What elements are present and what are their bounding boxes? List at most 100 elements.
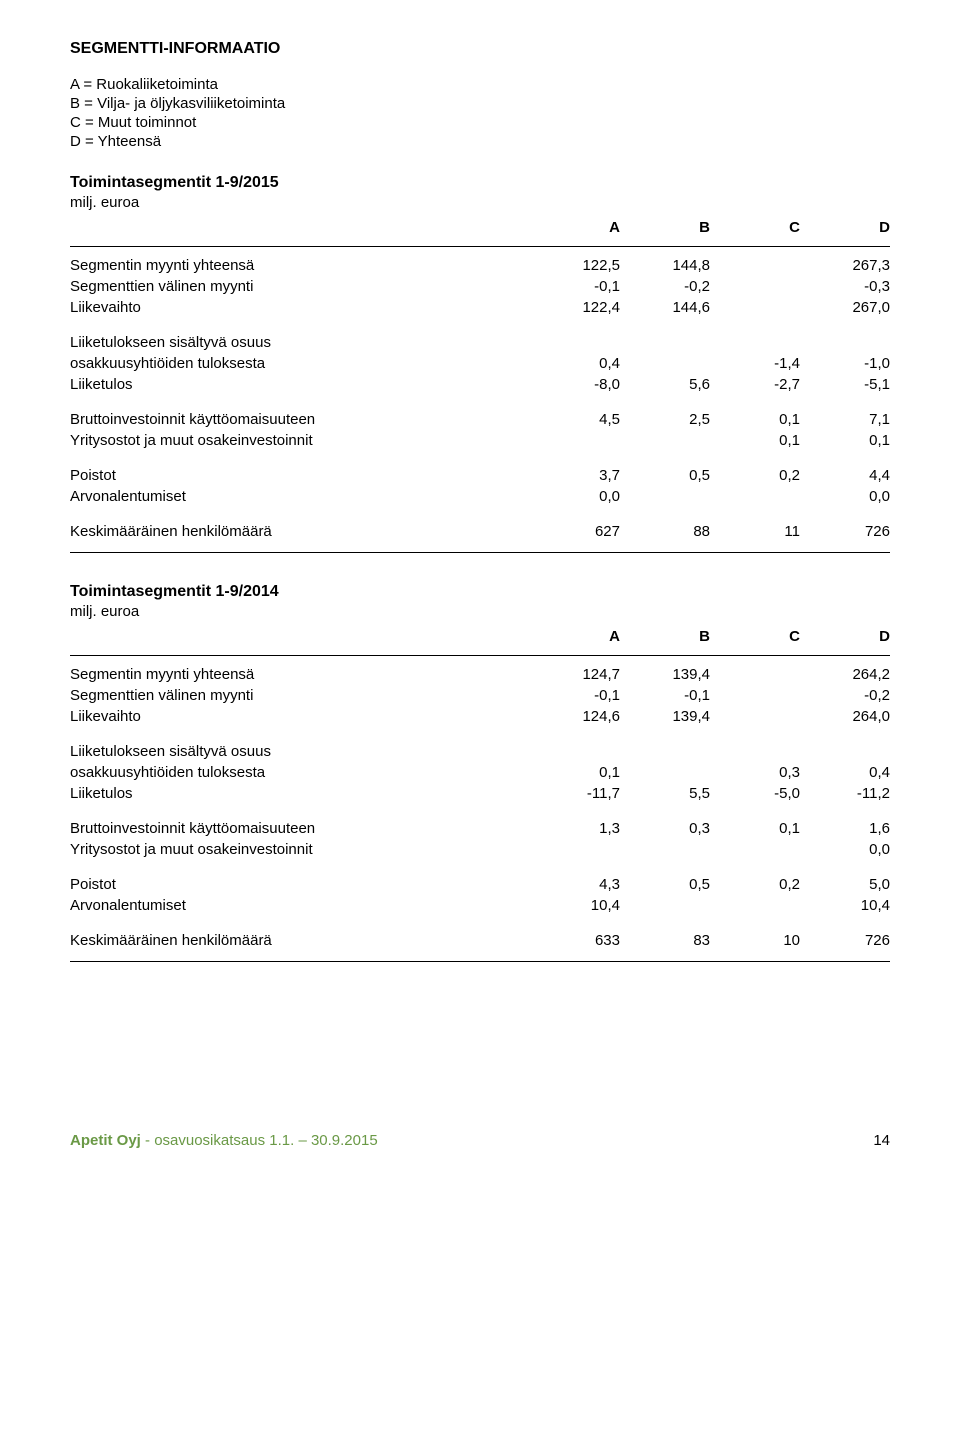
cell-label: Keskimääräinen henkilömäärä	[70, 521, 530, 542]
rule	[70, 961, 890, 962]
cell: 5,5	[620, 783, 710, 804]
cell: 11	[710, 521, 800, 542]
table-row: osakkuusyhtiöiden tuloksesta 0,4 -1,4 -1…	[70, 353, 890, 374]
cell	[530, 839, 620, 860]
cell: 144,6	[620, 297, 710, 318]
cell-label: Liikevaihto	[70, 297, 530, 318]
cell: 0,1	[710, 430, 800, 451]
cell-label: Poistot	[70, 874, 530, 895]
footer-subtitle: osavuosikatsaus 1.1. – 30.9.2015	[154, 1132, 378, 1149]
cell: 726	[800, 521, 890, 542]
cell: 0,5	[620, 465, 710, 486]
cell: -0,1	[620, 685, 710, 706]
legend: A = Ruokaliiketoiminta B = Vilja- ja ölj…	[70, 76, 890, 150]
cell: 4,3	[530, 874, 620, 895]
cell: 0,4	[530, 353, 620, 374]
table1-header-row: A B C D	[70, 217, 890, 238]
rule	[70, 552, 890, 553]
cell: 0,5	[620, 874, 710, 895]
table-row: Arvonalentumiset 0,0 0,0	[70, 486, 890, 507]
cell	[620, 762, 710, 783]
cell: 0,0	[800, 486, 890, 507]
table1-unit: milj. euroa	[70, 194, 890, 211]
col-d: D	[800, 626, 890, 647]
cell: 0,0	[800, 839, 890, 860]
cell: -0,1	[530, 685, 620, 706]
table-row: Bruttoinvestoinnit käyttöomaisuuteen 1,3…	[70, 818, 890, 839]
cell: -0,2	[620, 276, 710, 297]
cell	[710, 895, 800, 916]
rule	[70, 246, 890, 247]
table1-block: Toimintasegmentit 1-9/2015 milj. euroa A…	[70, 174, 890, 553]
cell: -1,0	[800, 353, 890, 374]
table2-unit: milj. euroa	[70, 603, 890, 620]
col-a: A	[530, 217, 620, 238]
cell: 264,0	[800, 706, 890, 727]
col-d: D	[800, 217, 890, 238]
table-row: Segmenttien välinen myynti -0,1 -0,1 -0,…	[70, 685, 890, 706]
cell-label: Yritysostot ja muut osakeinvestoinnit	[70, 839, 530, 860]
cell	[710, 276, 800, 297]
cell: 0,3	[620, 818, 710, 839]
table-row: Keskimääräinen henkilömäärä 627 88 11 72…	[70, 521, 890, 542]
cell: 267,3	[800, 255, 890, 276]
cell: -1,4	[710, 353, 800, 374]
cell: -8,0	[530, 374, 620, 395]
cell: 0,4	[800, 762, 890, 783]
table-row: Liiketulokseen sisältyvä osuus	[70, 741, 890, 762]
table-row: Liiketulos -8,0 5,6 -2,7 -5,1	[70, 374, 890, 395]
cell-label: osakkuusyhtiöiden tuloksesta	[70, 353, 530, 374]
cell: -11,7	[530, 783, 620, 804]
cell-label: Liiketulokseen sisältyvä osuus	[70, 741, 890, 762]
cell: 144,8	[620, 255, 710, 276]
col-c: C	[710, 217, 800, 238]
cell: -5,0	[710, 783, 800, 804]
cell-label: Liiketulos	[70, 783, 530, 804]
cell: -0,2	[800, 685, 890, 706]
cell: 5,0	[800, 874, 890, 895]
cell: 0,1	[530, 762, 620, 783]
cell: 5,6	[620, 374, 710, 395]
table-row: Keskimääräinen henkilömäärä 633 83 10 72…	[70, 930, 890, 951]
cell: 0,1	[800, 430, 890, 451]
table-row: osakkuusyhtiöiden tuloksesta 0,1 0,3 0,4	[70, 762, 890, 783]
cell-label: Keskimääräinen henkilömäärä	[70, 930, 530, 951]
table-row: Segmenttien välinen myynti -0,1 -0,2 -0,…	[70, 276, 890, 297]
table-row: Liiketulos -11,7 5,5 -5,0 -11,2	[70, 783, 890, 804]
table-row: Segmentin myynti yhteensä 124,7 139,4 26…	[70, 664, 890, 685]
table-row: Yritysostot ja muut osakeinvestoinnit 0,…	[70, 430, 890, 451]
cell-label: Bruttoinvestoinnit käyttöomaisuuteen	[70, 409, 530, 430]
table2-block: Toimintasegmentit 1-9/2014 milj. euroa A…	[70, 583, 890, 962]
cell: 10	[710, 930, 800, 951]
table1: A B C D Segmentin myynti yhteensä 122,5 …	[70, 217, 890, 542]
cell: 627	[530, 521, 620, 542]
cell-label: Segmenttien välinen myynti	[70, 276, 530, 297]
cell: 139,4	[620, 706, 710, 727]
footer-brand: Apetit Oyj	[70, 1132, 141, 1149]
cell-label: Liiketulos	[70, 374, 530, 395]
cell	[710, 839, 800, 860]
cell	[530, 430, 620, 451]
footer: Apetit Oyj - osavuosikatsaus 1.1. – 30.9…	[70, 1132, 890, 1149]
cell	[710, 255, 800, 276]
cell	[710, 297, 800, 318]
cell	[620, 839, 710, 860]
section-title: SEGMENTTI-INFORMAATIO	[70, 40, 890, 58]
cell: 633	[530, 930, 620, 951]
cell-label: Bruttoinvestoinnit käyttöomaisuuteen	[70, 818, 530, 839]
cell: 264,2	[800, 664, 890, 685]
cell	[710, 486, 800, 507]
cell	[710, 706, 800, 727]
cell-label: Segmenttien välinen myynti	[70, 685, 530, 706]
cell: 726	[800, 930, 890, 951]
cell: -0,3	[800, 276, 890, 297]
cell: 1,6	[800, 818, 890, 839]
cell	[620, 353, 710, 374]
table-row: Liikevaihto 122,4 144,6 267,0	[70, 297, 890, 318]
cell: 0,1	[710, 409, 800, 430]
cell: 10,4	[530, 895, 620, 916]
table-row: Liikevaihto 124,6 139,4 264,0	[70, 706, 890, 727]
table2-header-row: A B C D	[70, 626, 890, 647]
table-row: Bruttoinvestoinnit käyttöomaisuuteen 4,5…	[70, 409, 890, 430]
cell: 124,7	[530, 664, 620, 685]
